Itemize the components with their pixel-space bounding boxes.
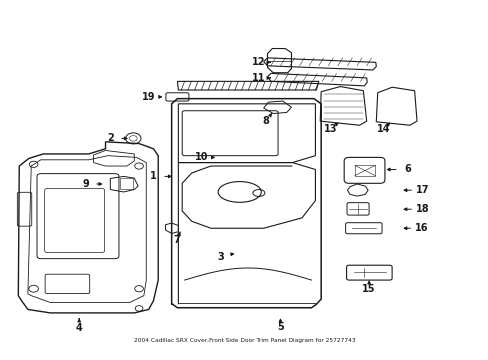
Text: 2004 Cadillac SRX Cover,Front Side Door Trim Panel Diagram for 25727743: 2004 Cadillac SRX Cover,Front Side Door … [133, 338, 355, 343]
Text: 5: 5 [277, 322, 283, 332]
Text: 13: 13 [324, 124, 337, 134]
Text: 19: 19 [142, 92, 155, 102]
Text: 4: 4 [76, 323, 82, 333]
Text: 3: 3 [217, 252, 224, 262]
Text: 16: 16 [414, 223, 427, 233]
Text: 18: 18 [415, 204, 428, 214]
Text: 8: 8 [262, 116, 269, 126]
Text: 17: 17 [415, 185, 428, 195]
Text: 9: 9 [82, 179, 89, 189]
Text: 2: 2 [107, 134, 114, 143]
Text: 12: 12 [252, 57, 265, 67]
Text: 14: 14 [376, 124, 389, 134]
Text: 6: 6 [403, 165, 410, 175]
Text: 15: 15 [362, 284, 375, 294]
Text: 11: 11 [252, 73, 265, 83]
Text: 1: 1 [150, 171, 157, 181]
Text: 7: 7 [173, 235, 180, 245]
Text: 10: 10 [194, 152, 208, 162]
